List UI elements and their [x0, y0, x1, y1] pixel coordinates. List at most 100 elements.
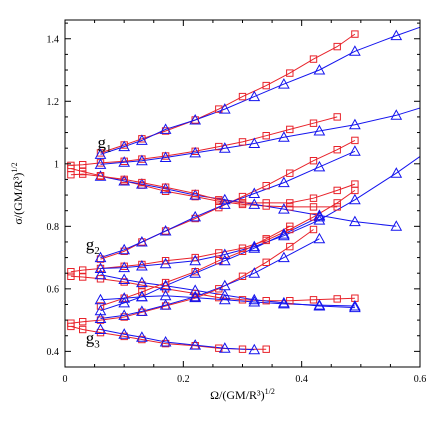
data-point-s20-1 [94, 323, 107, 334]
data-point-s6-4 [159, 182, 172, 194]
data-point-s4-1 [94, 158, 107, 169]
x-tick-label: 0.2 [177, 374, 190, 385]
data-point-s7-2 [79, 170, 87, 178]
data-point-s8-8 [262, 182, 270, 190]
data-point-s7-12 [309, 194, 318, 202]
data-point-s18-1 [94, 293, 107, 305]
data-point-s9-2 [118, 243, 131, 255]
y-tick-label: 1.4 [47, 34, 60, 45]
data-point-s20-7 [248, 343, 261, 355]
data-point-s20-4 [159, 335, 172, 347]
x-tick-label: 0.4 [295, 374, 308, 385]
data-point-s3-11 [286, 125, 294, 134]
data-point-s17-9 [313, 232, 326, 244]
data-point-s16-11 [286, 242, 294, 251]
data-point-s7-1 [67, 171, 75, 179]
y-tick-label: 0.4 [47, 347, 60, 358]
data-point-s15-7 [248, 242, 261, 253]
data-point-s7-11 [286, 199, 294, 207]
data-point-s19-5 [138, 335, 146, 344]
data-point-s12-2 [79, 273, 87, 281]
data-point-s1-11 [333, 42, 341, 51]
data-point-s9-4 [159, 224, 172, 236]
data-point-s10-7 [191, 253, 199, 262]
data-point-s7-5 [138, 178, 146, 187]
data-point-s14-9 [286, 222, 294, 231]
data-point-s9-1 [94, 251, 107, 263]
data-point-s16-8 [215, 285, 223, 293]
data-point-s9-5 [189, 210, 202, 222]
data-point-s11-3 [136, 259, 148, 271]
data-point-s17-2 [118, 309, 131, 320]
data-point-s3-12 [309, 119, 318, 127]
data-point-s9-9 [313, 160, 326, 172]
data-point-s17-4 [159, 299, 172, 310]
data-point-s2-8 [278, 78, 290, 89]
data-point-s10-1 [67, 268, 75, 276]
data-point-s12-8 [215, 293, 223, 302]
data-point-s15-8 [278, 228, 290, 239]
data-point-s12-9 [238, 296, 247, 304]
data-point-s2-10 [349, 45, 361, 56]
data-point-s8-7 [238, 192, 247, 201]
data-point-s11-5 [189, 254, 202, 266]
y-tick-label: 1.2 [47, 97, 60, 108]
data-point-s18-7 [248, 295, 261, 307]
series-line-18 [100, 295, 355, 307]
data-point-s9-8 [278, 176, 290, 188]
data-point-s13-6 [218, 289, 231, 300]
data-point-s9-10 [349, 145, 361, 156]
data-point-s6-11 [390, 220, 403, 231]
series-line-12 [70, 275, 355, 302]
series-line-9 [100, 150, 356, 259]
data-point-s6-2 [118, 174, 131, 186]
data-point-s11-2 [118, 261, 131, 273]
data-point-s4-2 [118, 156, 131, 167]
data-point-s11-7 [248, 240, 261, 252]
data-point-s20-2 [118, 328, 131, 339]
data-point-s1-10 [309, 55, 318, 63]
data-point-s10-14 [351, 186, 359, 195]
series-line-14 [100, 225, 291, 307]
data-point-s1-7 [238, 92, 247, 101]
data-point-s4-9 [313, 124, 326, 136]
data-point-s5-13 [333, 203, 341, 211]
data-point-s4-7 [248, 137, 261, 148]
data-point-s14-4 [161, 278, 170, 287]
data-point-s13-2 [118, 273, 131, 284]
data-point-s16-2 [79, 318, 87, 326]
data-point-s7-4 [120, 175, 128, 184]
x-tick-label: 0.6 [414, 374, 427, 385]
data-point-s11-11 [390, 167, 403, 178]
data-point-s11-6 [218, 248, 231, 259]
data-point-s10-8 [215, 249, 223, 257]
data-point-s12-7 [191, 289, 199, 298]
data-point-s1-9 [286, 69, 294, 77]
data-point-s17-7 [248, 267, 261, 278]
data-point-s16-10 [262, 258, 270, 267]
data-point-s13-3 [136, 276, 148, 288]
data-point-s3-13 [333, 113, 341, 121]
data-point-s20-5 [189, 339, 202, 350]
data-point-s14-3 [138, 288, 146, 296]
data-point-s4-4 [159, 151, 172, 162]
data-point-s12-11 [286, 297, 294, 305]
data-point-s4-3 [136, 154, 148, 166]
data-point-s18-8 [278, 297, 290, 309]
data-point-s2-5 [189, 113, 202, 125]
mode-label-g3: g3 [86, 329, 101, 351]
series-line-11 [100, 155, 420, 269]
data-point-s12-10 [262, 297, 270, 305]
data-point-s18-4 [159, 289, 172, 301]
data-point-s2-4 [159, 123, 172, 134]
data-point-s15-6 [218, 254, 231, 266]
data-point-s20-3 [136, 331, 148, 342]
data-point-s2-6 [218, 103, 231, 114]
data-point-s1-8 [262, 81, 270, 90]
data-point-s18-9 [313, 299, 326, 310]
series-line-7 [70, 173, 356, 204]
data-point-s15-5 [189, 267, 202, 278]
data-point-s13-1 [94, 268, 107, 280]
